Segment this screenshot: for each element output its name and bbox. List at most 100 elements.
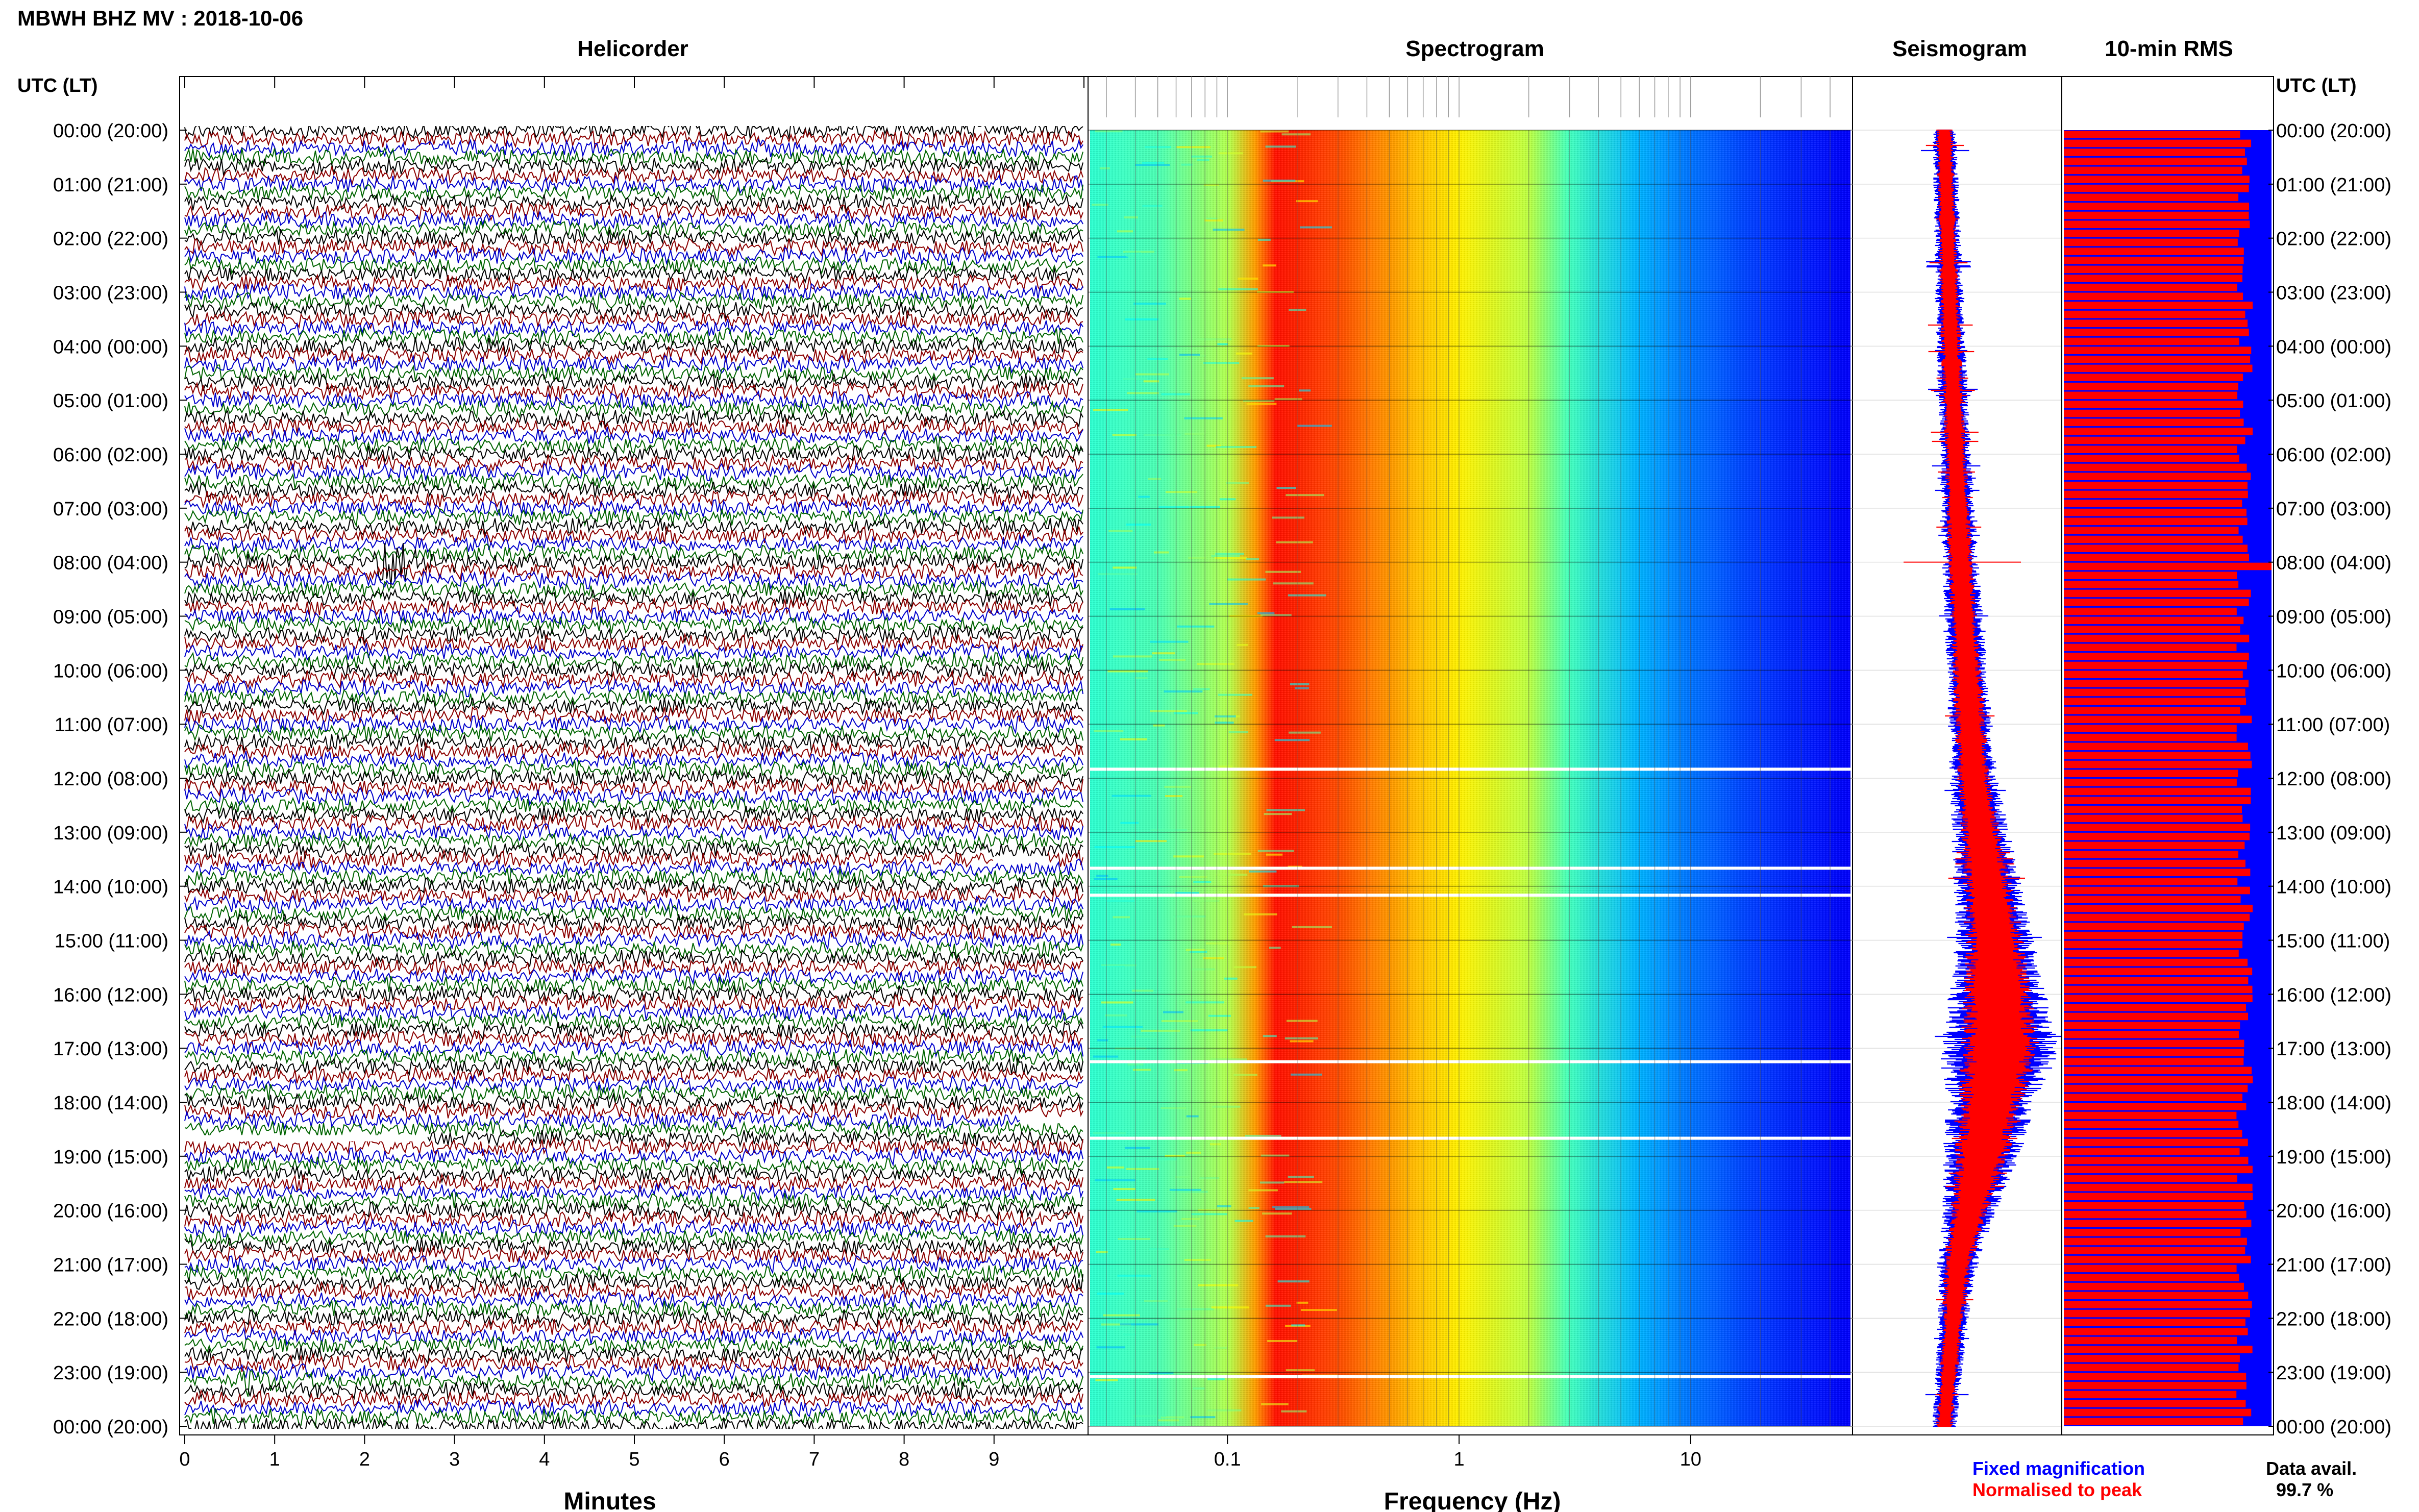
rms-bar: [2064, 886, 2250, 895]
helicorder-trace: [184, 740, 1083, 761]
rms-bar: [2064, 346, 2252, 354]
spectrogram-streak: [1248, 1207, 1260, 1209]
helicorder-trace: [184, 400, 1083, 419]
time-ticks-left: 00:00 (20:00) 01:00 (21:00) 02:00 (22:00) 0…: [53, 120, 168, 1438]
time-tick-left: 19:00 (15:00): [53, 1147, 168, 1168]
rms-panel: [2061, 76, 2274, 1435]
time-tick-left: 07:00 (03:00): [53, 499, 168, 520]
spectrogram-streak: [1243, 400, 1275, 402]
rms-background: [2064, 130, 2272, 1426]
spectrogram-streak: [1164, 785, 1192, 788]
spectrogram-streak: [1281, 133, 1311, 136]
spectrogram-streak: [1288, 731, 1321, 734]
rms-bar: [2064, 319, 2248, 328]
spectrogram-streak: [1181, 163, 1193, 166]
spectrogram-streak: [1102, 1026, 1143, 1028]
spectrogram-streak: [1175, 891, 1199, 894]
spectrogram-streak: [1137, 1210, 1177, 1212]
spectrogram-streak: [1125, 318, 1158, 320]
rms-bar: [2064, 779, 2237, 786]
rms-bar: [2064, 1373, 2247, 1380]
spectrogram-streak: [1273, 582, 1314, 585]
spectrogram-streak: [1110, 944, 1121, 946]
helicorder-trace: [184, 327, 1083, 346]
spectrogram-streak: [1299, 389, 1311, 392]
spectrogram-streak: [1263, 179, 1296, 182]
rms-bar: [2064, 535, 2243, 543]
helicorder-trace: [184, 1245, 1083, 1265]
helicorder-trace: [184, 488, 1083, 510]
helicorder-trace: [184, 777, 1083, 798]
spectrogram-streak: [1213, 1347, 1227, 1349]
helicorder-trace: [184, 616, 1083, 636]
spectrogram-streak: [1094, 878, 1118, 880]
spectrogram-gap: [1090, 767, 1850, 771]
spectrogram-streak: [1257, 850, 1294, 852]
helicorder-trace: [184, 795, 1083, 815]
spectrogram-streak: [1261, 614, 1292, 616]
time-tick-left: 09:00 (05:00): [53, 607, 168, 628]
helicorder-trace: [184, 1335, 1083, 1355]
helicorder-trace: [184, 714, 1083, 735]
helicorder-trace: [184, 1369, 1083, 1397]
spectrogram-streak: [1193, 881, 1212, 883]
spectrogram-streak: [1263, 264, 1276, 267]
spectrogram-streak: [1215, 553, 1244, 555]
time-tick-right: 13:00 (09:00): [2276, 823, 2391, 844]
spectrogram-streak: [1218, 152, 1243, 155]
spectrogram-streak: [1158, 1419, 1179, 1422]
helicorder-trace: [184, 840, 1083, 860]
spectrogram-streak: [1286, 1020, 1318, 1022]
rms-bar: [2064, 275, 2242, 282]
time-tick-right: 12:00 (08:00): [2276, 769, 2391, 790]
helicorder-trace: [184, 570, 1083, 590]
rms-bar: [2064, 859, 2245, 867]
spectrogram-streak: [1112, 795, 1151, 797]
helicorder-trace: [184, 372, 1083, 392]
spectrogram-streak: [1284, 1181, 1323, 1183]
rms-bar: [2064, 184, 2249, 192]
spectrogram-streak: [1103, 1314, 1140, 1317]
rms-bar: [2064, 841, 2245, 850]
spectrogram-streak: [1190, 968, 1215, 971]
helicorder-trace: [184, 858, 1083, 877]
helicorder-trace: [184, 126, 1083, 140]
time-tick-left: 01:00 (21:00): [53, 175, 168, 196]
helicorder-trace: [184, 1255, 1083, 1275]
time-tick-right: 20:00 (16:00): [2276, 1201, 2391, 1222]
spectrogram-streak: [1099, 167, 1110, 169]
rms-bar: [2064, 688, 2245, 697]
helicorder-trace: [184, 1173, 1083, 1193]
rms-bar: [2064, 166, 2242, 175]
helicorder-trace: [184, 759, 1083, 780]
spectrogram-streak: [1300, 226, 1332, 229]
spectrogram-streak: [1236, 352, 1252, 355]
helicorder-trace: [184, 956, 1083, 977]
spectrogram-streak: [1218, 288, 1258, 291]
rms-bar: [2064, 1237, 2247, 1246]
spectrogram-streak: [1116, 1199, 1155, 1201]
helicorder-trace: [184, 993, 1083, 1014]
spectrogram-streak: [1296, 200, 1318, 203]
spectrogram-streak: [1190, 1416, 1216, 1419]
rms-bar: [2064, 1183, 2253, 1192]
time-tick-right: 00:00 (20:00): [2276, 1417, 2391, 1438]
rms-bar: [2064, 445, 2237, 453]
helicorder-trace: [184, 228, 1083, 250]
helicorder-x-tick-label: 7: [809, 1449, 820, 1470]
time-tick-right: 03:00 (23:00): [2276, 283, 2391, 304]
helicorder-trace: [184, 498, 1083, 518]
time-tick-right: 23:00 (19:00): [2276, 1362, 2391, 1384]
spectrogram-streak: [1265, 571, 1301, 573]
spectrogram-streak: [1257, 612, 1275, 614]
helicorder-trace: [184, 812, 1083, 833]
spectrogram-streak: [1257, 238, 1271, 241]
spectrogram-streak: [1246, 403, 1277, 405]
spectrogram-streak: [1288, 1176, 1314, 1178]
rms-bar: [2064, 329, 2249, 336]
spectrogram-streak: [1158, 506, 1190, 509]
rms-bar: [2064, 220, 2250, 229]
helicorder-trace: [184, 1119, 1083, 1139]
spectrogram-streak: [1218, 765, 1233, 768]
